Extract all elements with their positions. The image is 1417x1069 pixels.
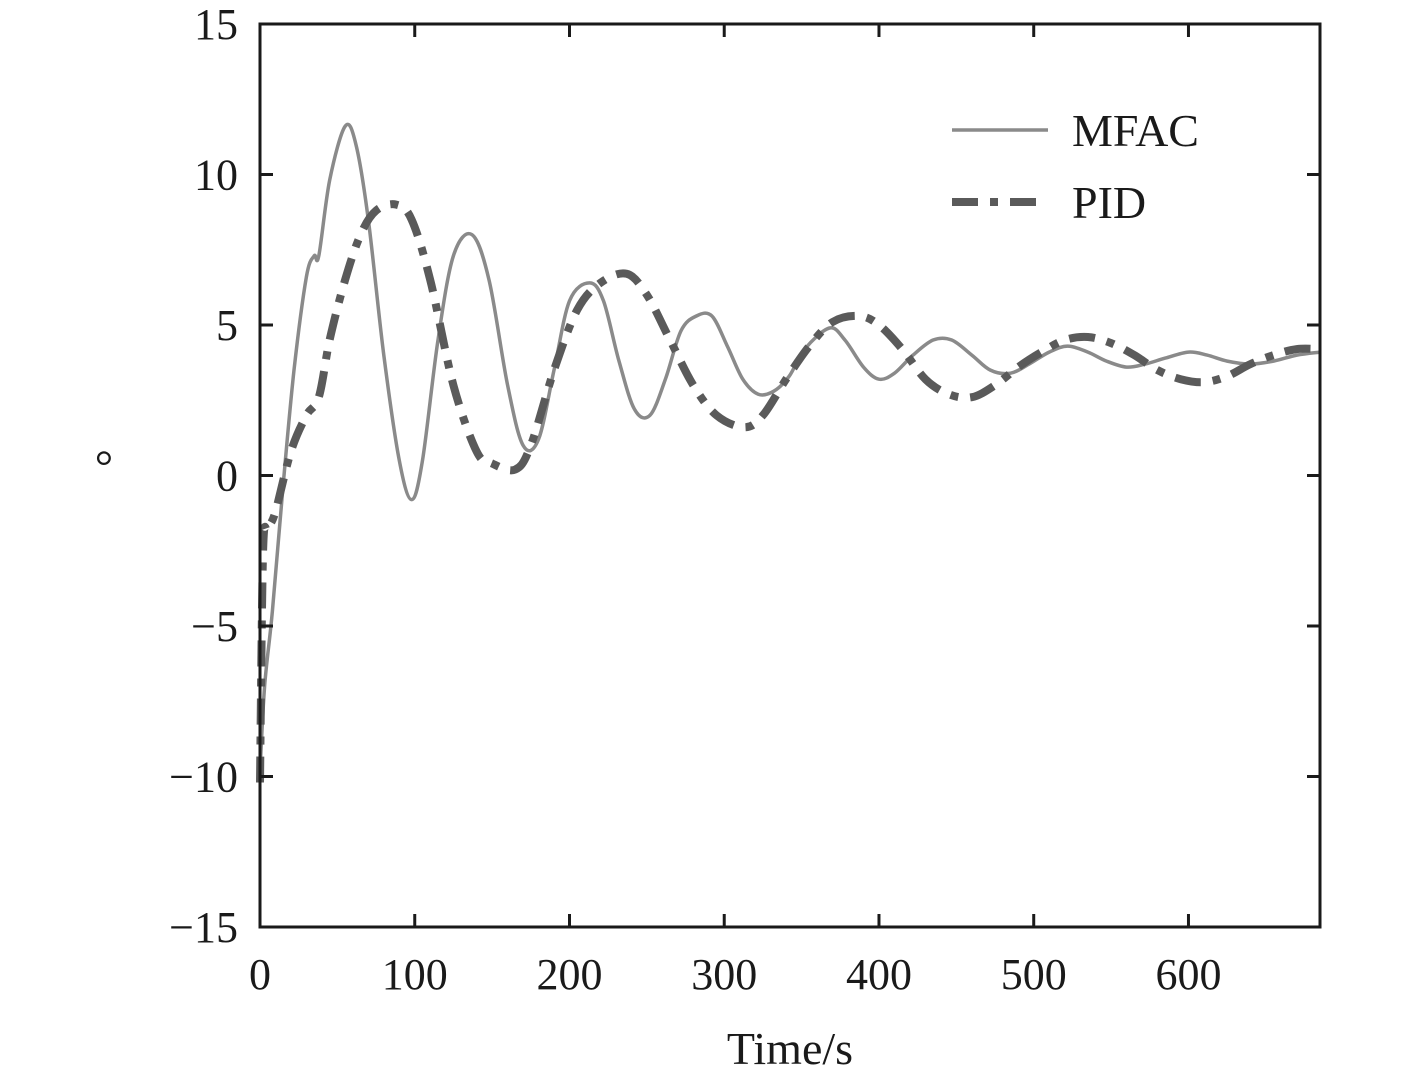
y-tick-label: 0 [216,452,238,501]
series-line-pid [256,200,1321,783]
ticks-layer: 0 100 200 300 400 500 600 −15 −10 −5 0 5 10 15 [169,0,1320,999]
series-layer [256,122,1321,783]
y-tick-label: −10 [169,753,238,802]
legend: MFAC PID [952,105,1199,228]
y-tick-label: −5 [191,602,238,651]
x-tick-label: 400 [846,950,912,999]
y-tick-label: −15 [169,903,238,952]
x-tick-label: 100 [382,950,448,999]
x-tick-label: 0 [249,950,271,999]
series-line-mfac [258,122,1321,771]
y-axis-label: ° [95,441,113,492]
y-tick-label: 10 [194,151,238,200]
y-tick-label: 15 [194,0,238,49]
x-tick-label: 500 [1001,950,1067,999]
legend-label-pid: PID [1072,177,1146,228]
x-axis-label: Time/s [727,1023,853,1069]
x-tick-label: 600 [1155,950,1221,999]
y-tick-label: 5 [216,301,238,350]
x-tick-label: 200 [536,950,602,999]
legend-label-mfac: MFAC [1072,105,1199,156]
x-tick-label: 300 [691,950,757,999]
